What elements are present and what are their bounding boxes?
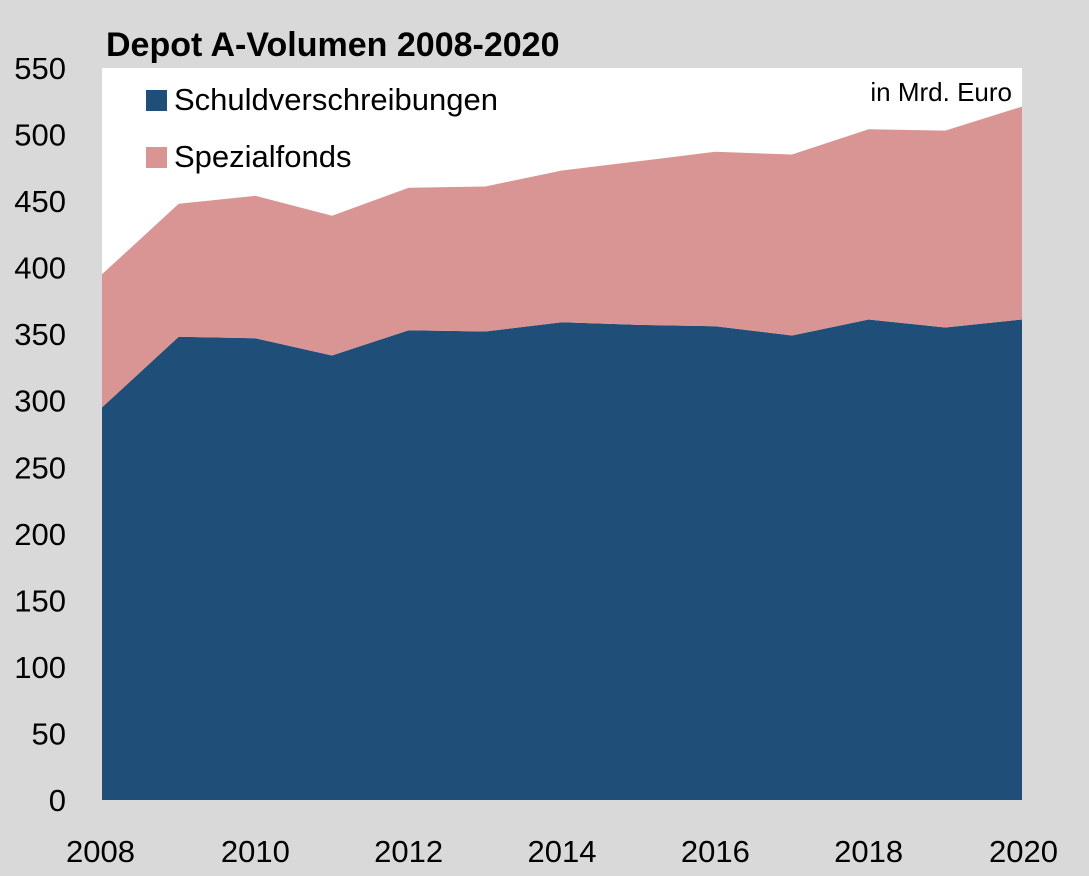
chart-title: Depot A-Volumen 2008-2020 — [106, 26, 559, 64]
legend-swatch-schuldverschreibungen — [146, 90, 167, 111]
legend: Schuldverschreibungen Spezialfonds — [146, 82, 498, 174]
area-schuldverschreibungen — [102, 319, 1022, 800]
x-tick-label: 2012 — [374, 834, 443, 869]
y-tick-label: 100 — [14, 650, 66, 685]
y-axis: 0 50 100 150 200 250 300 350 400 450 500 550 — [14, 51, 66, 818]
y-tick-label: 200 — [14, 517, 66, 552]
y-tick-label: 300 — [14, 384, 66, 419]
legend-swatch-spezialfonds — [146, 147, 167, 168]
y-tick-label: 0 — [49, 783, 66, 818]
x-tick-label: 2016 — [681, 834, 750, 869]
x-tick-label: 2008 — [66, 834, 135, 869]
x-tick-label: 2010 — [221, 834, 290, 869]
y-tick-label: 50 — [32, 716, 66, 751]
y-tick-label: 350 — [14, 317, 66, 352]
legend-label-schuldverschreibungen: Schuldverschreibungen — [174, 82, 498, 117]
x-tick-label: 2018 — [834, 834, 903, 869]
x-axis: 2008 2010 2012 2014 2016 2018 2020 — [66, 834, 1058, 869]
area-spezialfonds — [102, 106, 1022, 408]
y-tick-label: 500 — [14, 118, 66, 153]
unit-note: in Mrd. Euro — [870, 77, 1012, 107]
x-tick-label: 2020 — [989, 834, 1058, 869]
y-tick-label: 150 — [14, 583, 66, 618]
area-series-group — [102, 106, 1022, 800]
y-tick-label: 400 — [14, 251, 66, 286]
y-tick-label: 550 — [14, 51, 66, 86]
y-tick-label: 250 — [14, 450, 66, 485]
legend-label-spezialfonds: Spezialfonds — [174, 139, 352, 174]
x-tick-label: 2014 — [528, 834, 597, 869]
y-tick-label: 450 — [14, 184, 66, 219]
